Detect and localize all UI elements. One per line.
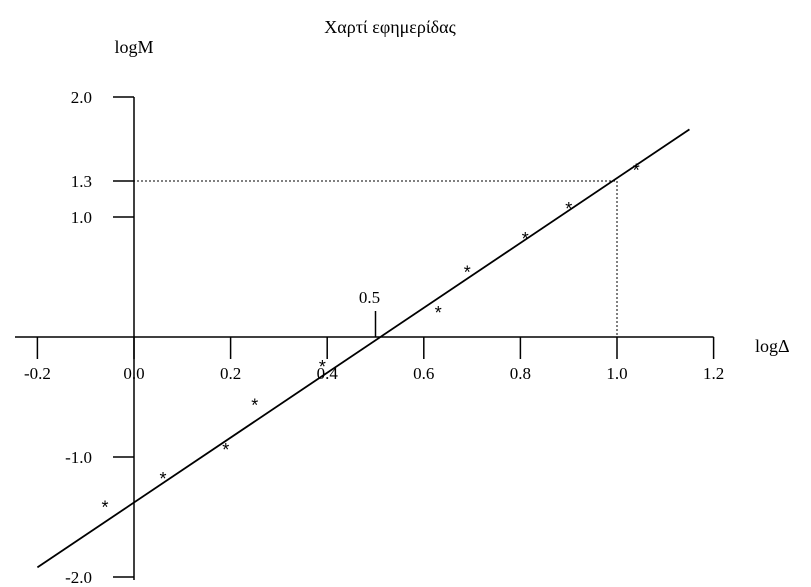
x-tick-label: 0.0 <box>123 364 144 383</box>
fit-line-group <box>36 128 690 569</box>
x-tick-label: 1.2 <box>703 364 724 383</box>
x-tick-label: -0.2 <box>24 364 51 383</box>
guide-lines <box>113 180 618 337</box>
intercept-label: 0.5 <box>359 288 380 307</box>
x-axis-title: logΔ <box>755 336 790 356</box>
data-point: * <box>319 357 326 377</box>
data-point: * <box>251 396 258 416</box>
y-tick-label: -2.0 <box>65 568 92 587</box>
data-point: * <box>435 303 442 323</box>
x-tick-label: 0.6 <box>413 364 434 383</box>
data-point: * <box>522 229 529 249</box>
data-point: * <box>464 262 471 282</box>
chart-title: Χαρτί εφημερίδας <box>324 17 455 37</box>
x-tick-label: 0.4 <box>317 364 339 383</box>
ticks: -0.2 0.0 0.2 0.4 0.6 0.8 1.0 1.2 2.0 1.3 1.0 -1.0 -2… <box>24 88 724 587</box>
y-tick-label: 2.0 <box>71 88 92 107</box>
x-tick-label: 0.8 <box>510 364 531 383</box>
annotations: 0.5 <box>359 288 380 337</box>
y-tick-label: -1.0 <box>65 448 92 467</box>
y-tick-label: 1.0 <box>71 208 92 227</box>
x-tick-label: 1.0 <box>606 364 627 383</box>
y-axis-title: logM <box>114 37 153 57</box>
data-points: * * * * * * * * * * <box>102 160 640 517</box>
axes <box>15 97 714 580</box>
data-point: * <box>159 469 166 489</box>
x-tick-label: 0.2 <box>220 364 241 383</box>
y-tick-label: 1.3 <box>71 172 92 191</box>
data-point: * <box>222 440 229 460</box>
data-point: * <box>102 498 109 518</box>
data-point: * <box>633 160 640 180</box>
data-point: * <box>565 199 572 219</box>
fit-line <box>36 128 690 569</box>
